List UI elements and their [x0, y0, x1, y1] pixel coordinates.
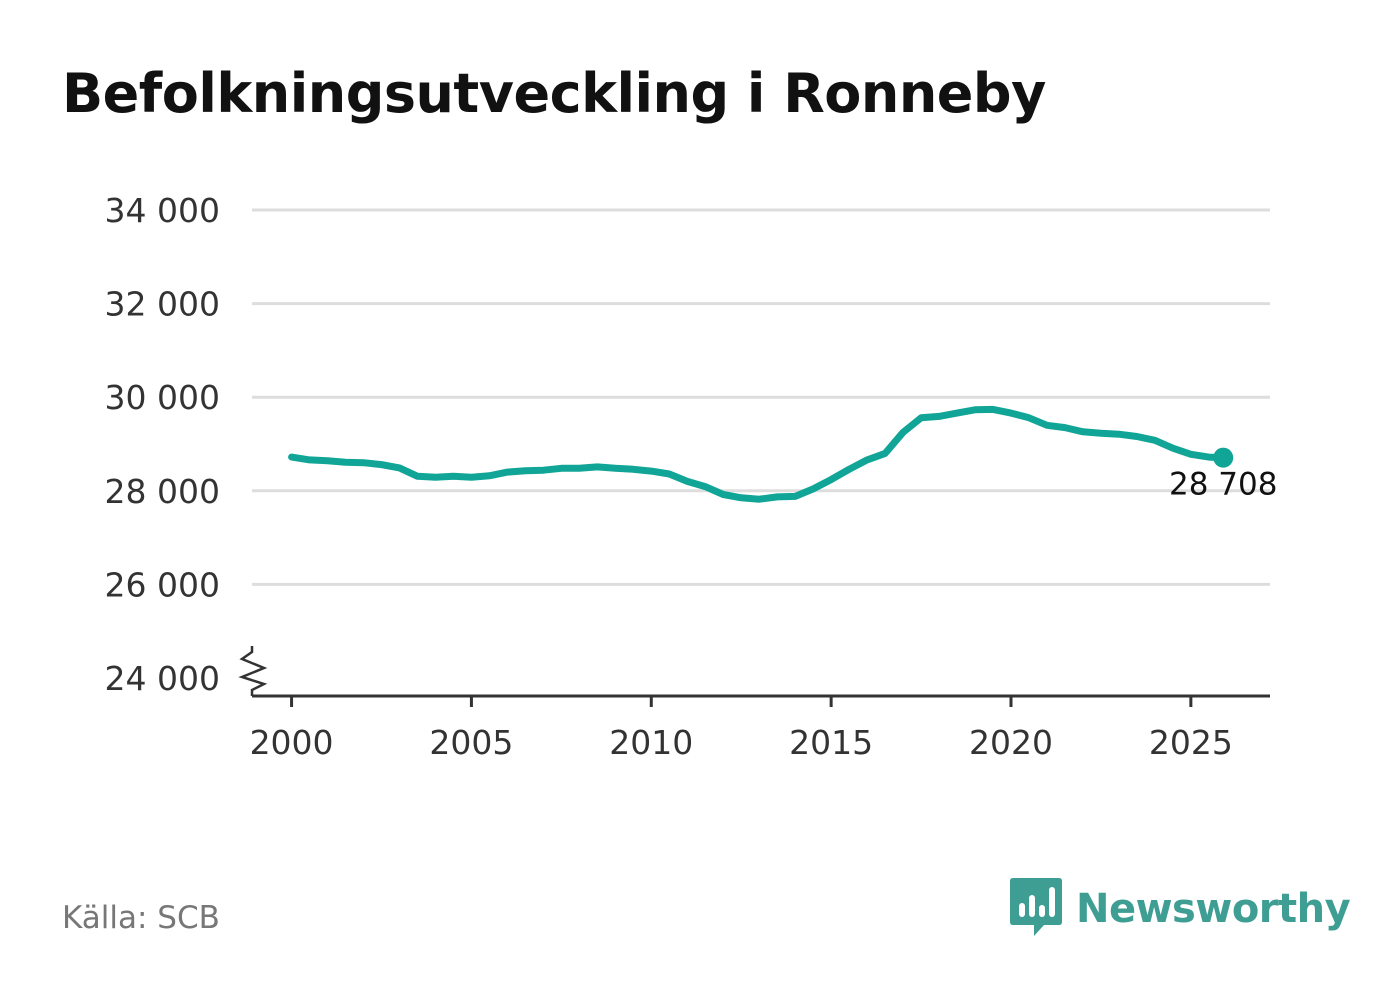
x-tick-label: 2020 [969, 723, 1053, 762]
gridlines [252, 208, 1270, 586]
x-tick-label: 2010 [609, 723, 693, 762]
x-tick-label: 2005 [429, 723, 513, 762]
end-point-marker [1213, 447, 1234, 468]
x-tick-label: 2025 [1149, 723, 1233, 762]
end-value-label: 28 708 [1169, 467, 1277, 503]
y-tick-label: 28 000 [105, 472, 220, 511]
x-tick-label: 2000 [250, 723, 334, 762]
x-tick-label: 2015 [789, 723, 873, 762]
series [288, 405, 1234, 503]
y-tick-label: 30 000 [105, 378, 220, 417]
y-tick-label: 34 000 [105, 191, 220, 230]
labels: 24 000 26 000 28 000 30 000 32 000 34 000 2000… [105, 191, 1278, 762]
population-line [288, 405, 1227, 503]
y-tick-label: 26 000 [105, 565, 220, 604]
axis-break-marker [238, 646, 268, 696]
y-tick-label: 24 000 [105, 659, 220, 698]
y-tick-label: 32 000 [105, 285, 220, 324]
brand-name: Newsworthy [1076, 886, 1351, 932]
axes [238, 646, 1270, 707]
bar-chart-speech-bubble-icon [1010, 878, 1062, 936]
source-note: Källa: SCB [62, 900, 220, 936]
brand-logo-group: Newsworthy [1010, 878, 1351, 940]
chart-title: Befolkningsutveckling i Ronneby [62, 62, 1046, 125]
